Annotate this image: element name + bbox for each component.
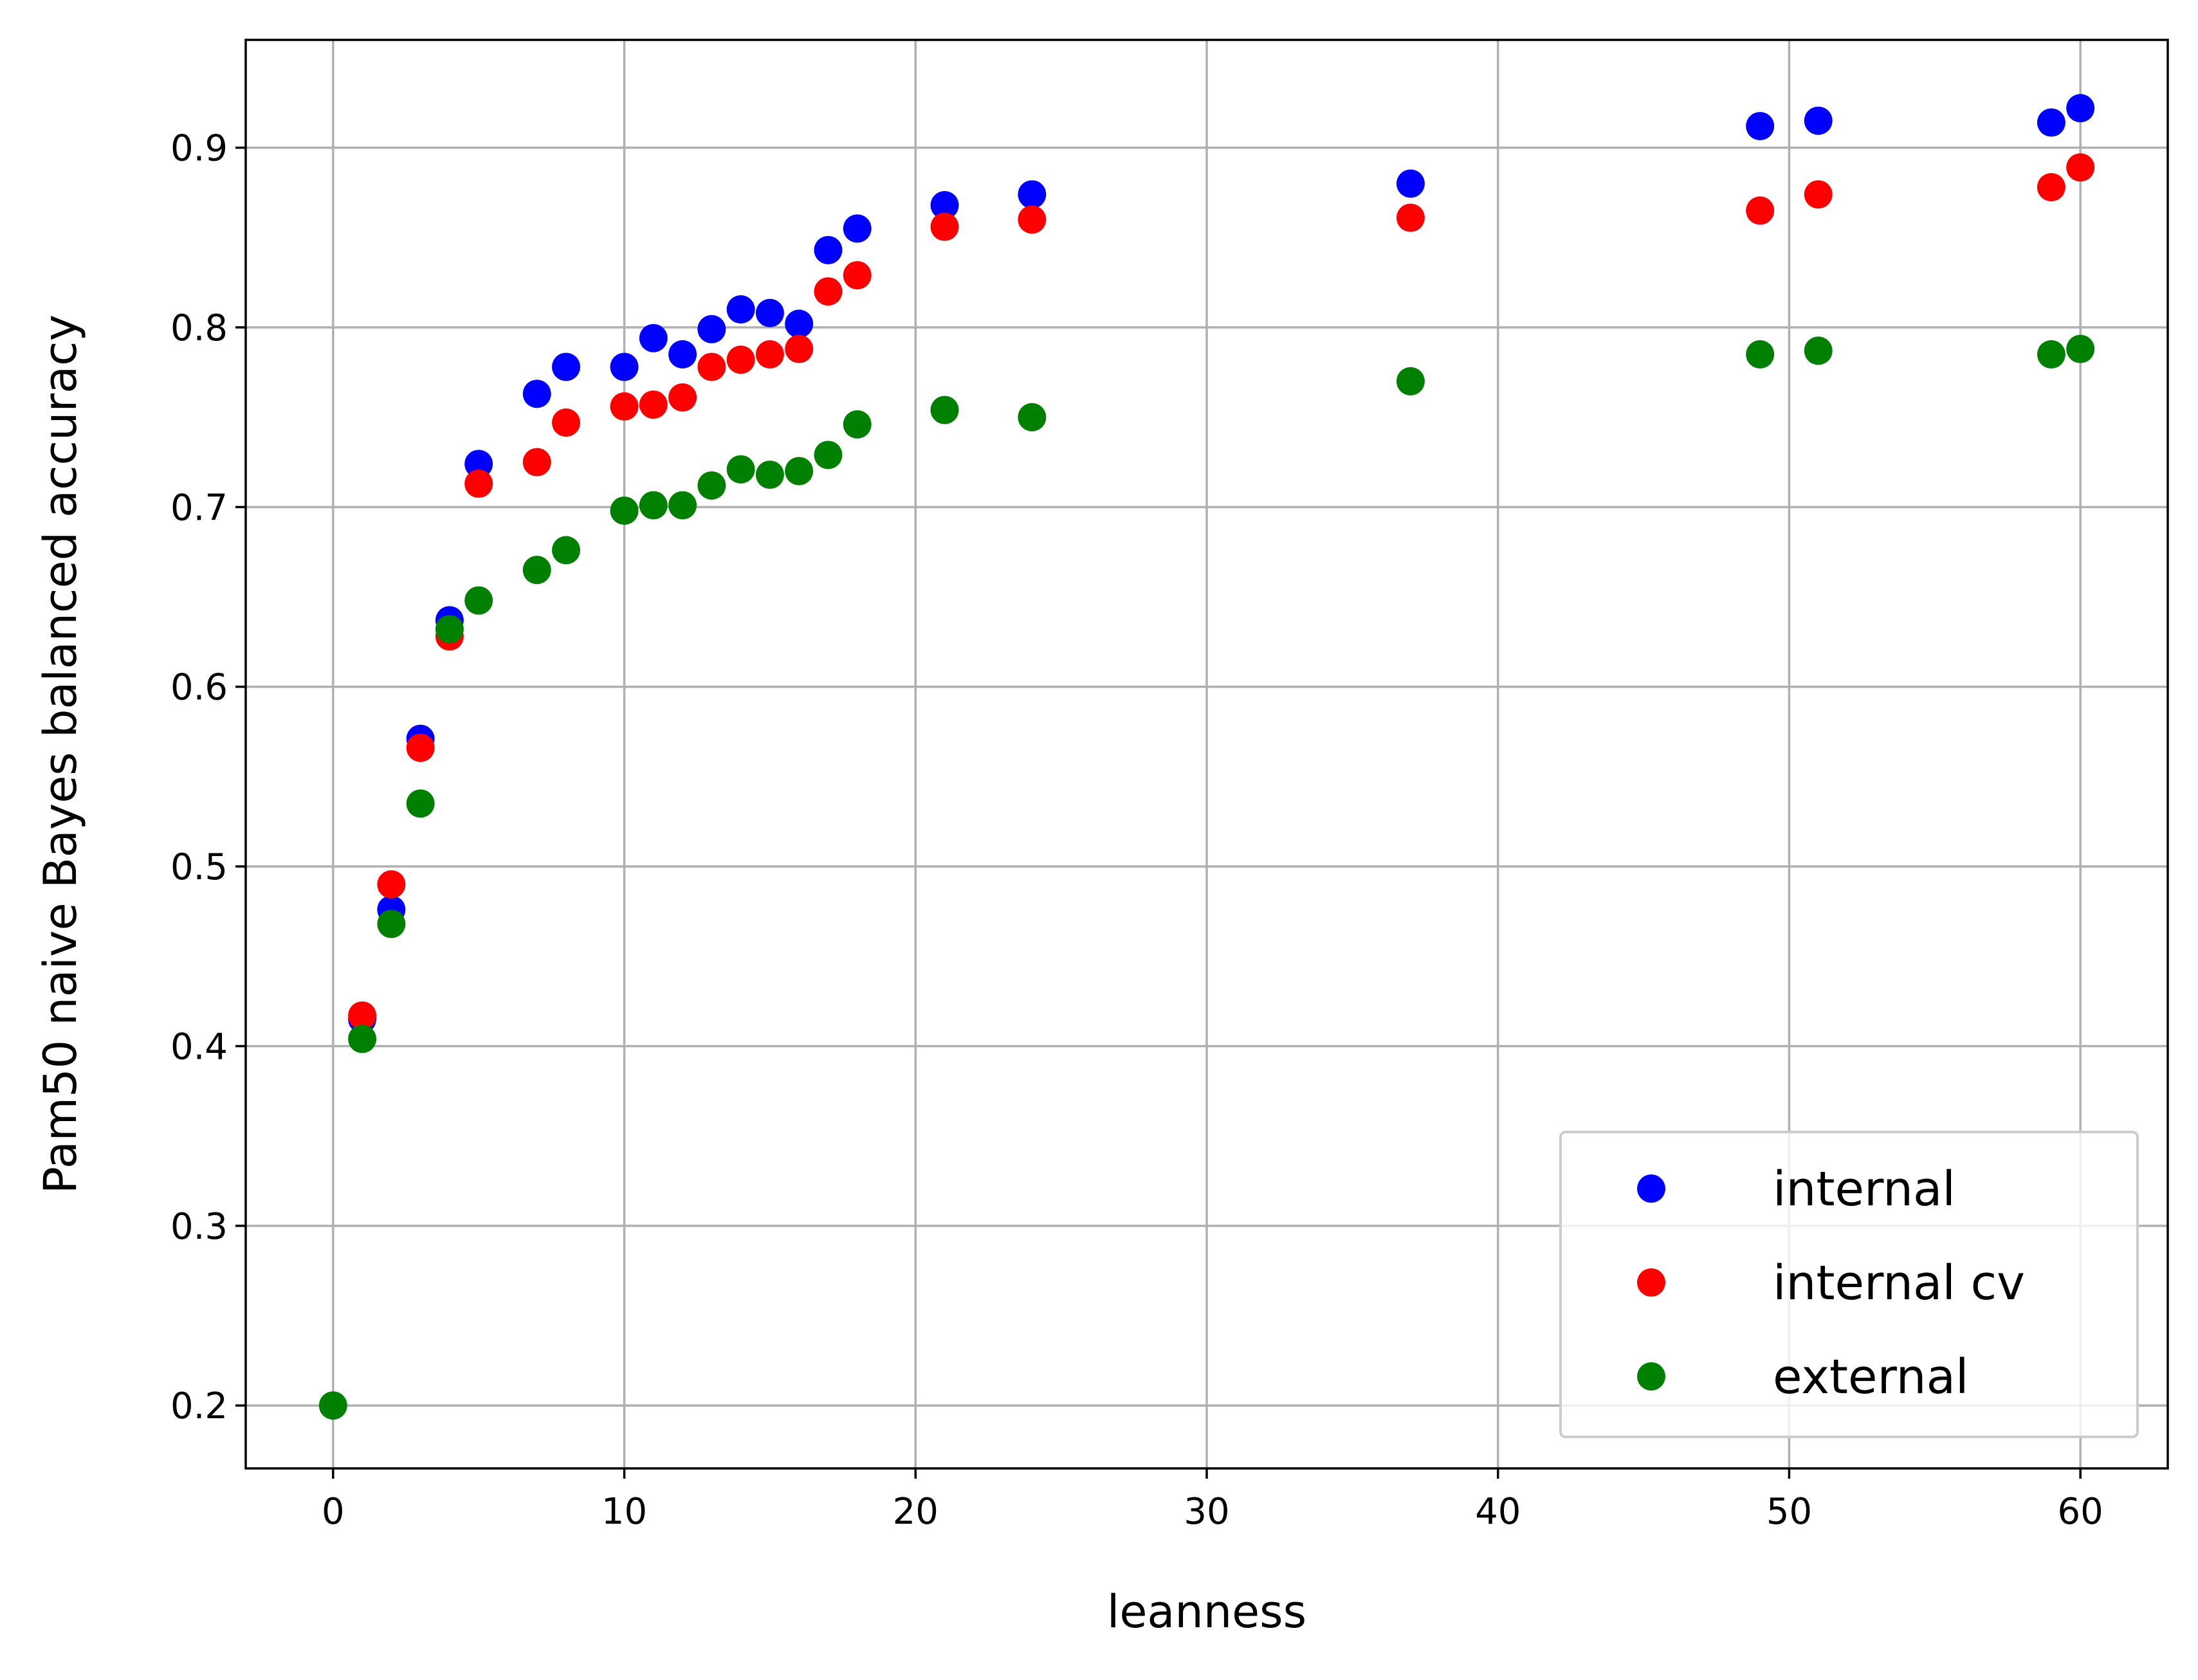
- data-point: [2066, 334, 2095, 363]
- data-point: [610, 392, 639, 421]
- y-tick-label: 0.2: [170, 1385, 228, 1427]
- data-point: [552, 352, 580, 381]
- data-point: [697, 471, 726, 500]
- data-point: [406, 789, 435, 818]
- data-point: [464, 586, 493, 615]
- data-point: [843, 260, 872, 289]
- data-point: [755, 298, 784, 327]
- data-point: [2037, 340, 2065, 369]
- data-point: [726, 345, 755, 374]
- x-tick-label: 10: [601, 1491, 647, 1533]
- data-point: [1018, 180, 1047, 209]
- data-point: [785, 309, 814, 338]
- data-point: [435, 615, 464, 644]
- data-point: [2037, 173, 2065, 202]
- series-external: [318, 334, 2095, 1420]
- legend-label: external: [1773, 1349, 1969, 1405]
- data-point: [930, 396, 959, 425]
- data-point: [1396, 203, 1425, 232]
- data-point: [843, 410, 872, 439]
- data-point: [2037, 108, 2065, 137]
- legend-marker: [1637, 1362, 1665, 1391]
- data-point: [668, 383, 697, 412]
- legend-marker: [1637, 1174, 1665, 1203]
- data-point: [814, 235, 843, 264]
- data-point: [639, 324, 668, 352]
- series-internal-cv: [348, 153, 2095, 1030]
- data-point: [377, 909, 406, 938]
- data-point: [1018, 403, 1047, 432]
- legend-label: internal: [1773, 1162, 1955, 1217]
- data-point: [814, 277, 843, 306]
- data-point: [348, 1025, 377, 1054]
- data-point: [755, 461, 784, 489]
- data-point: [1746, 112, 1775, 141]
- data-point: [1804, 106, 1833, 135]
- data-point: [785, 457, 814, 486]
- y-tick-label: 0.5: [170, 846, 228, 888]
- legend-label: internal cv: [1773, 1255, 2025, 1311]
- data-point: [726, 295, 755, 324]
- data-point: [726, 455, 755, 484]
- data-point: [668, 491, 697, 520]
- axis-ticks: 0 10 20 30 40 50 60 0.2 0.3 0.4 0.5 0.6 0.7 0.8 0.9: [170, 128, 2103, 1533]
- data-point: [1018, 205, 1047, 234]
- data-point: [552, 408, 580, 437]
- data-point: [1396, 367, 1425, 396]
- legend-marker: [1637, 1268, 1665, 1297]
- x-axis-label: leanness: [1107, 1585, 1306, 1638]
- data-point: [814, 441, 843, 470]
- grid: [246, 40, 2168, 1468]
- data-point: [2066, 153, 2095, 182]
- y-tick-label: 0.4: [170, 1026, 228, 1068]
- data-point: [610, 352, 639, 381]
- data-point: [930, 212, 959, 241]
- data-point: [348, 1001, 377, 1030]
- data-point: [2066, 94, 2095, 123]
- y-tick-label: 0.9: [170, 128, 228, 170]
- data-point: [1746, 340, 1775, 369]
- y-tick-label: 0.3: [170, 1206, 228, 1248]
- legend: internal internal cv external: [1559, 1131, 2139, 1438]
- data-point: [1804, 180, 1833, 209]
- data-point: [697, 352, 726, 381]
- data-point: [552, 536, 580, 565]
- data-point: [522, 448, 551, 477]
- y-axis-label: Pam50 naive Bayes balanced accuracy: [34, 315, 87, 1194]
- data-point: [1746, 196, 1775, 225]
- data-point: [522, 556, 551, 585]
- y-tick-label: 0.7: [170, 487, 228, 529]
- x-tick-label: 0: [322, 1491, 345, 1533]
- data-point: [610, 496, 639, 525]
- data-points: [318, 94, 2095, 1420]
- data-point: [755, 340, 784, 369]
- x-tick-label: 40: [1475, 1491, 1521, 1533]
- data-point: [464, 450, 493, 479]
- data-point: [697, 315, 726, 343]
- data-point: [377, 870, 406, 899]
- data-point: [522, 379, 551, 408]
- data-point: [318, 1391, 347, 1420]
- data-point: [843, 214, 872, 243]
- y-tick-label: 0.8: [170, 307, 228, 349]
- x-tick-label: 30: [1184, 1491, 1229, 1533]
- data-point: [785, 334, 814, 363]
- y-tick-label: 0.6: [170, 667, 228, 709]
- data-point: [1396, 169, 1425, 198]
- data-point: [406, 733, 435, 762]
- data-point: [930, 191, 959, 220]
- data-point: [639, 491, 668, 520]
- x-tick-label: 60: [2058, 1491, 2103, 1533]
- x-tick-label: 50: [1766, 1491, 1812, 1533]
- legend-box: [1559, 1131, 2139, 1438]
- data-point: [668, 340, 697, 369]
- data-point: [464, 470, 493, 498]
- data-point: [639, 390, 668, 419]
- data-point: [1804, 336, 1833, 365]
- x-tick-label: 20: [893, 1491, 939, 1533]
